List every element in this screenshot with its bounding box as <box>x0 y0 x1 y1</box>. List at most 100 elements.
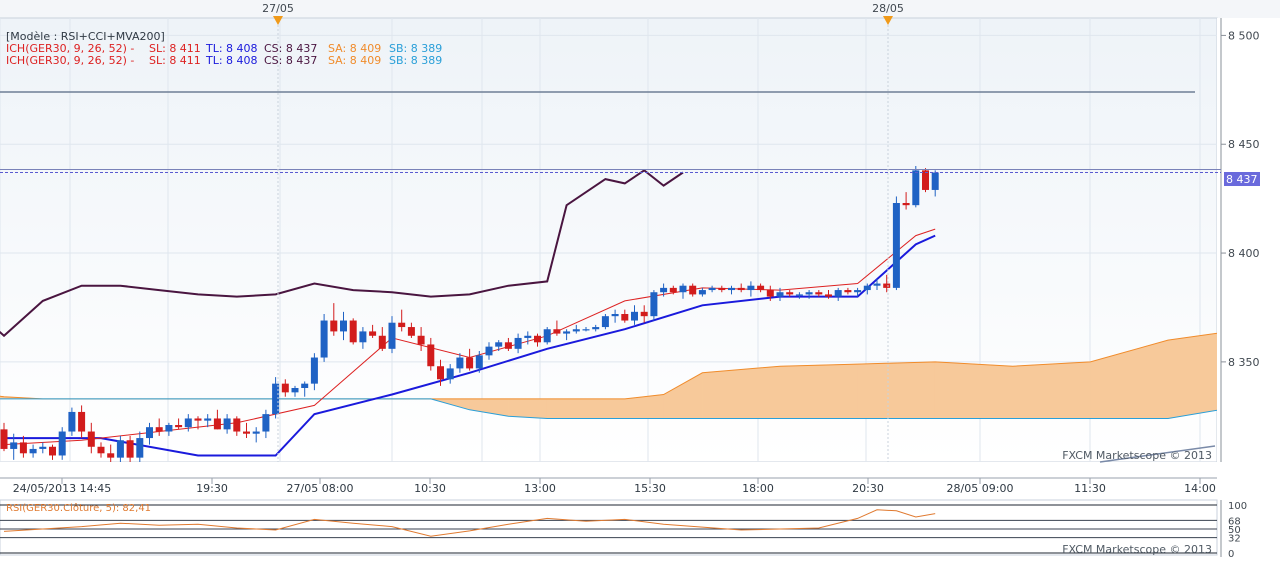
candle-body-8 <box>78 411 86 432</box>
candle-body-28 <box>272 383 280 415</box>
candle-body-77 <box>747 285 755 291</box>
candle-body-32 <box>310 357 318 384</box>
watermark-main: FXCM Marketscope © 2013 <box>1062 449 1212 462</box>
day-marker-triangle-1 <box>883 16 893 25</box>
legend-item-0-3: SA: 8 409 <box>328 42 381 55</box>
time-tick-label-6: 18:00 <box>742 482 774 495</box>
candle-body-83 <box>805 292 813 295</box>
time-tick-label-2: 27/05 08:00 <box>287 482 354 495</box>
candle-body-73 <box>708 287 716 291</box>
overlay-lines <box>0 169 1221 463</box>
time-tick-label-7: 20:30 <box>852 482 884 495</box>
candle-body-71 <box>689 285 697 295</box>
rsi-tick-label-1: 68 <box>1228 516 1241 527</box>
candle-body-47 <box>456 357 464 369</box>
candle-body-95 <box>922 170 929 190</box>
candle-body-91 <box>883 283 891 288</box>
candle-body-48 <box>466 357 474 369</box>
candle-body-25 <box>243 431 250 434</box>
candle-body-72 <box>698 290 706 295</box>
candle-body-56 <box>543 329 551 343</box>
cloud-segment-22 <box>585 398 626 419</box>
candle-body-85 <box>825 294 832 297</box>
candle-body-66 <box>640 311 648 317</box>
candle-body-42 <box>407 327 415 336</box>
axes: 8 500 8 450 8 400 8 350 27/05 28/05 24/05/2013… <box>13 2 1260 495</box>
candle-body-43 <box>417 335 425 345</box>
legend-item-1-3: SA: 8 409 <box>328 54 381 67</box>
cloud-segment-26 <box>779 363 858 419</box>
candle-body-61 <box>592 327 600 330</box>
candle-body-1 <box>10 442 18 449</box>
candle-body-34 <box>330 320 338 332</box>
time-tick-label-10: 14:00 <box>1184 482 1216 495</box>
candle-body-59 <box>572 329 580 332</box>
legend-item-1-0: SL: 8 411 <box>149 54 201 67</box>
candle-body-79 <box>766 290 774 297</box>
candle-body-12 <box>116 440 124 458</box>
candle-body-51 <box>495 342 503 347</box>
price-tick-label-0: 8 500 <box>1228 29 1260 42</box>
candle-body-45 <box>437 366 444 380</box>
candle-body-37 <box>359 331 367 343</box>
candle-body-30 <box>291 388 299 393</box>
price-tick-label-2: 8 400 <box>1228 247 1260 260</box>
candle-body-27 <box>262 414 270 432</box>
rsi-line <box>3 509 936 537</box>
cloud-segment-25 <box>702 365 781 419</box>
candle-body-13 <box>126 440 134 458</box>
candle-body-87 <box>844 290 852 293</box>
senkou-span-a-line <box>0 332 1217 400</box>
candle-body-6 <box>58 431 66 456</box>
candle-body-35 <box>340 320 347 332</box>
candle-body-38 <box>369 331 377 336</box>
day-marker-label-1: 28/05 <box>872 2 904 15</box>
current-price-label: 8 437 <box>1226 173 1258 186</box>
candle-body-9 <box>87 431 95 447</box>
candle-body-84 <box>815 292 823 295</box>
candle-body-54 <box>524 335 532 338</box>
candle-body-21 <box>204 418 212 421</box>
day-marker-label-0: 27/05 <box>262 2 294 15</box>
candle-body-16 <box>155 427 163 432</box>
candle-body-74 <box>718 287 726 291</box>
cloud-segment-31 <box>1167 332 1217 419</box>
candle-body-69 <box>669 287 677 293</box>
top-strip <box>0 0 1280 18</box>
candle-body-62 <box>601 316 609 328</box>
candle-body-58 <box>563 331 571 334</box>
candle-body-90 <box>873 283 881 286</box>
legend-item-0-0: SL: 8 411 <box>149 42 201 55</box>
candle-body-86 <box>834 290 842 297</box>
candle-body-81 <box>786 292 794 295</box>
candle-body-96 <box>931 172 939 190</box>
legend-item-1-4: SB: 8 389 <box>389 54 442 67</box>
tenkan-line <box>4 234 936 457</box>
time-tick-label-8: 28/05 09:00 <box>947 482 1014 495</box>
senkou-span-b-line <box>0 398 1217 419</box>
candle-body-49 <box>475 355 483 369</box>
time-tick-label-3: 10:30 <box>414 482 446 495</box>
candle-body-50 <box>485 346 493 356</box>
legend-item-0-4: SB: 8 389 <box>389 42 442 55</box>
candle-body-0 <box>0 429 8 449</box>
candles <box>0 166 939 462</box>
candle-body-57 <box>553 329 561 334</box>
candle-body-93 <box>902 203 910 206</box>
current-price-box <box>1224 172 1260 186</box>
indicator-legend: ICH(GER30, 9, 26, 52) - SL: 8 411 TL: 8 40… <box>6 42 442 67</box>
chikou-span-line <box>0 169 684 338</box>
rsi-tick-label-2: 50 <box>1228 525 1241 536</box>
rsi-tick-label-3: 32 <box>1228 534 1241 545</box>
day-marker-triangle-0 <box>273 16 283 25</box>
candle-body-52 <box>504 342 512 349</box>
legend-row-prefix-0: ICH(GER30, 9, 26, 52) - <box>6 42 134 55</box>
candle-body-44 <box>427 344 435 367</box>
rsi-plot-area <box>0 499 1218 556</box>
time-tick-label-1: 19:30 <box>196 482 228 495</box>
trend-line <box>1099 445 1216 463</box>
candle-body-20 <box>194 418 202 421</box>
candle-body-19 <box>184 418 192 428</box>
